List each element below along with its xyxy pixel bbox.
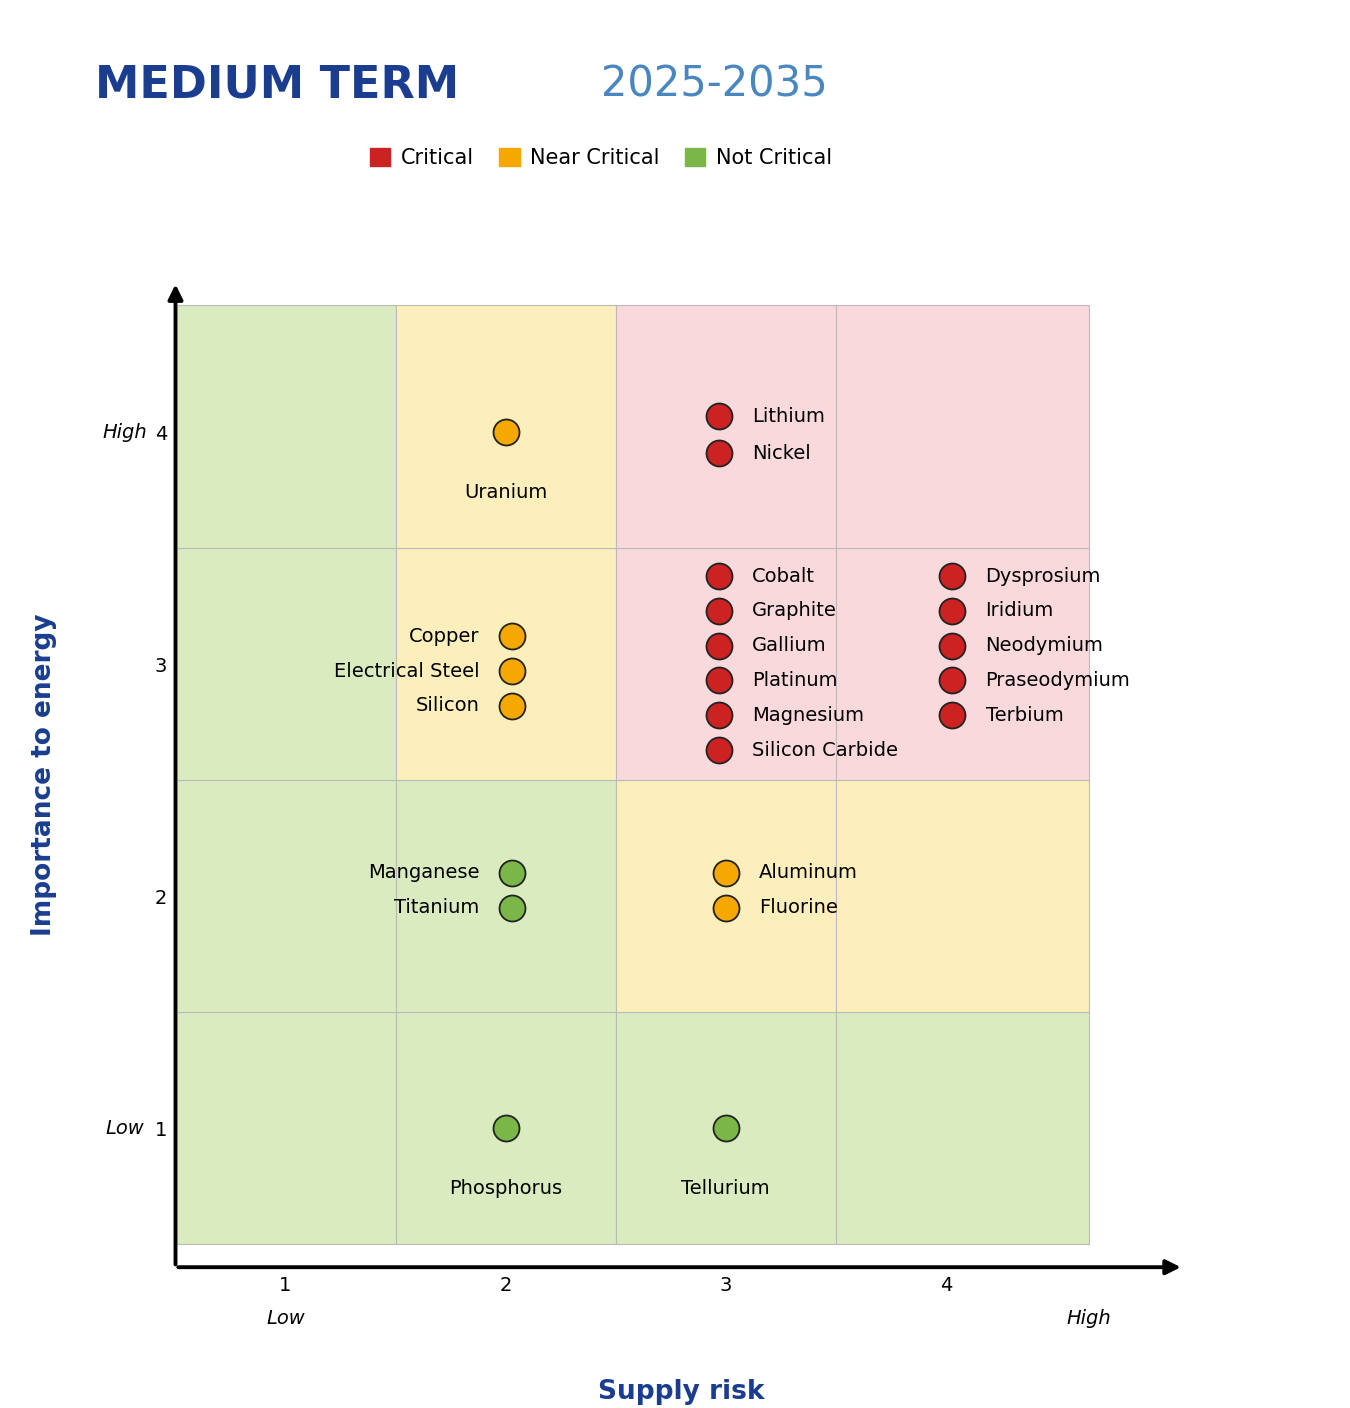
Text: Silicon: Silicon [416,697,479,715]
Text: High: High [1066,1308,1111,1328]
Point [942,635,964,658]
Point [709,739,730,762]
Point [716,1117,737,1139]
Point [501,625,522,648]
Text: Low: Low [266,1308,305,1328]
Text: Lithium: Lithium [752,407,825,425]
Text: 2025-2035: 2025-2035 [601,63,828,106]
Text: Copper: Copper [409,627,479,646]
Text: Magnesium: Magnesium [752,705,864,725]
Point [501,694,522,717]
Point [501,897,522,919]
Text: Uranium: Uranium [464,483,547,503]
Text: Electrical Steel: Electrical Steel [333,662,479,680]
Point [716,862,737,884]
Text: Terbium: Terbium [986,705,1064,725]
Point [709,406,730,428]
Text: Fluorine: Fluorine [759,898,837,917]
Point [709,600,730,622]
Bar [176,548,396,780]
Bar [176,1012,396,1245]
Text: High: High [103,422,147,442]
Text: Aluminum: Aluminum [759,863,857,883]
Text: Gallium: Gallium [752,636,826,655]
Text: Nickel: Nickel [752,444,811,463]
Point [495,421,517,444]
Bar [176,304,396,548]
Text: Praseodymium: Praseodymium [986,672,1130,690]
Point [942,600,964,622]
Point [709,635,730,658]
Text: Cobalt: Cobalt [752,566,815,586]
Bar [616,1012,836,1245]
Text: Platinum: Platinum [752,672,838,690]
Bar [396,780,616,1012]
Text: Graphite: Graphite [752,601,837,621]
Point [709,669,730,691]
Point [942,669,964,691]
Text: Phosphorus: Phosphorus [450,1178,562,1198]
Bar [396,304,616,548]
Text: Importance to energy: Importance to energy [31,612,57,936]
Point [709,442,730,465]
Point [942,565,964,587]
Text: Dysprosium: Dysprosium [986,566,1100,586]
Text: Manganese: Manganese [367,863,479,883]
Text: Iridium: Iridium [986,601,1054,621]
Text: Low: Low [105,1118,144,1138]
Bar [616,548,836,780]
Text: Neodymium: Neodymium [986,636,1103,655]
Bar [836,304,1089,548]
Text: Titanium: Titanium [394,898,479,917]
Text: Silicon Carbide: Silicon Carbide [752,741,898,759]
Point [501,660,522,683]
Text: Supply risk: Supply risk [598,1378,765,1405]
Bar [836,1012,1089,1245]
Point [709,565,730,587]
Point [709,704,730,727]
Bar [836,780,1089,1012]
Bar [176,780,396,1012]
Bar [396,548,616,780]
Bar [396,1012,616,1245]
Point [495,1117,517,1139]
Bar [616,780,836,1012]
Bar [616,304,836,548]
Point [501,862,522,884]
Bar [836,548,1089,780]
Point [942,704,964,727]
Text: MEDIUM TERM: MEDIUM TERM [95,63,474,107]
Text: Tellurium: Tellurium [682,1178,769,1198]
Legend: Critical, Near Critical, Not Critical: Critical, Near Critical, Not Critical [362,139,840,176]
Point [716,897,737,919]
